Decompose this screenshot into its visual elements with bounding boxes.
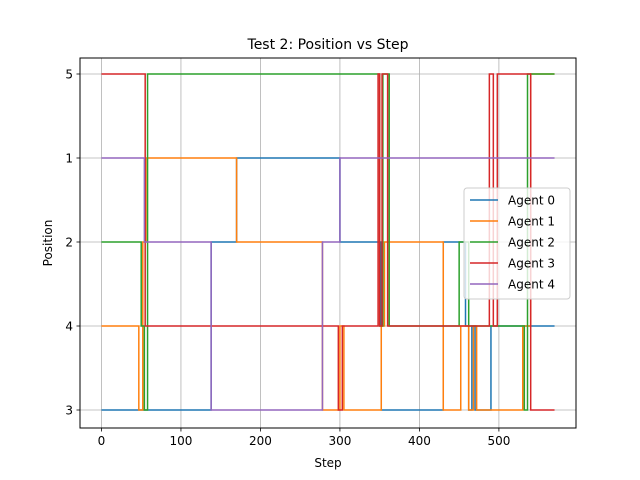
y-tick-label: 2 [65,236,73,250]
x-tick-label: 300 [328,434,351,448]
y-tick-label: 5 [65,68,73,82]
series-line-agent-4 [101,157,555,411]
x-tick-label: 400 [408,434,431,448]
legend-label: Agent 1 [508,215,555,229]
legend-label: Agent 3 [508,257,555,271]
plot-frame [79,57,577,429]
axis-ticks: 0 100 200 300 400 500 3 4 2 1 5 [65,68,510,449]
x-tick-label: 100 [169,434,192,448]
y-tick-label: 4 [65,320,73,334]
x-axis-label: Step [314,456,341,470]
legend-box [463,187,571,300]
chart-title: Test 2: Position vs Step [247,37,409,53]
legend-label: Agent 2 [508,236,555,250]
y-tick-label: 1 [65,152,73,166]
x-tick-label: 200 [249,434,272,448]
legend: Agent 0 Agent 1 Agent 2 Agent 3 Agent 4 [463,187,571,300]
x-tick-label: 500 [487,434,510,448]
legend-label: Agent 0 [508,194,555,208]
y-tick-label: 3 [65,404,73,418]
series-lines [101,73,555,411]
x-tick-label: 0 [98,434,106,448]
y-axis-label: Position [41,220,55,267]
legend-label: Agent 4 [508,278,555,292]
